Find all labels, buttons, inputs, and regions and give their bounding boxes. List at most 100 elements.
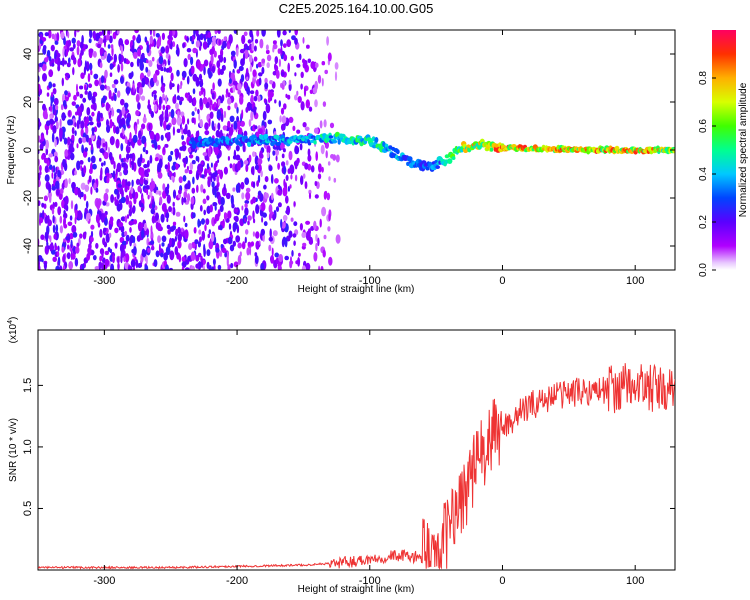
noise-blob [255,231,260,239]
noise-blob [202,152,208,157]
noise-blob [302,122,307,128]
noise-blob [216,60,221,69]
noise-blob [49,235,52,243]
noise-blob [46,49,51,57]
noise-blob [128,220,134,226]
noise-blob [104,258,110,267]
noise-blob [223,238,228,245]
noise-blob [229,126,234,136]
noise-blob [215,247,220,253]
noise-blob [269,80,274,85]
noise-blob [184,169,189,174]
noise-blob [169,267,173,270]
noise-blob [170,150,174,156]
noise-blob [233,30,238,34]
noise-blob [77,210,82,220]
noise-blob [186,48,192,53]
noise-blob [192,88,196,95]
noise-blob [145,255,148,265]
noise-blob [230,262,234,269]
noise-blob [202,41,208,50]
bottom-y-tick-label: 0.5 [22,501,34,516]
noise-blob [133,219,138,225]
noise-blob [92,163,97,170]
noise-blob [139,176,144,185]
noise-blob [61,77,64,87]
noise-blob [140,95,146,101]
noise-blob [199,171,202,178]
noise-blob [324,190,328,198]
noise-blob [246,45,249,51]
noise-blob [282,214,288,222]
noise-blob [88,121,94,126]
noise-blob [52,165,56,173]
noise-blob [106,124,111,133]
top-x-tick-label: 0 [499,275,505,287]
noise-blob [117,183,122,188]
noise-blob [39,143,44,151]
noise-blob [161,242,165,247]
noise-blob [104,69,108,79]
noise-blob [281,153,285,159]
noise-blob [76,46,80,56]
noise-blob [209,99,213,106]
noise-blob [317,74,322,84]
noise-blob [241,192,245,200]
noise-blob [198,165,204,174]
noise-blob [217,78,222,87]
noise-blob [101,162,104,167]
noise-blob [332,154,337,161]
noise-blob [307,58,312,64]
noise-blob [160,66,164,72]
noise-blob [201,89,204,95]
noise-blob [41,63,47,72]
noise-blob [120,132,123,139]
noise-blob [208,118,211,127]
noise-blob [57,256,61,267]
noise-blob [236,69,241,74]
noise-blob [44,57,49,63]
noise-blob [235,154,241,161]
noise-blob [95,213,100,224]
noise-blob [211,65,216,74]
noise-blob [281,238,285,248]
noise-blob [201,218,205,225]
noise-blob [87,157,91,163]
noise-blob [52,124,57,134]
noise-blob [120,225,125,233]
noise-blob [203,65,206,76]
noise-blob [77,58,82,68]
noise-blob [261,66,265,75]
noise-blob [103,217,108,226]
noise-blob [226,256,229,267]
noise-blob [166,194,171,204]
noise-blob [38,158,41,166]
noise-blob [281,115,287,124]
noise-blob [60,31,65,39]
top-x-tick-label: -300 [93,275,115,287]
noise-blob [278,254,283,262]
noise-blob [89,248,92,256]
noise-blob [135,93,140,103]
noise-blob [157,235,161,244]
noise-blob [161,84,165,94]
noise-blob [277,202,282,208]
noise-blob [107,44,111,49]
noise-blob [165,45,170,54]
noise-blob [177,233,182,242]
noise-blob [241,241,246,250]
noise-blob [46,128,49,136]
noise-blob [245,164,249,173]
noise-blob [146,188,149,196]
noise-blob [79,85,84,90]
noise-blob [286,39,292,48]
noise-blob [141,123,146,130]
top-y-tick-label: 20 [22,96,34,108]
noise-blob [252,166,255,176]
noise-blob [334,71,338,81]
noise-blob [247,86,250,96]
noise-blob [55,265,60,270]
bottom-x-tick-label: -200 [226,575,248,587]
noise-blob [91,128,95,136]
noise-blob [244,200,250,204]
